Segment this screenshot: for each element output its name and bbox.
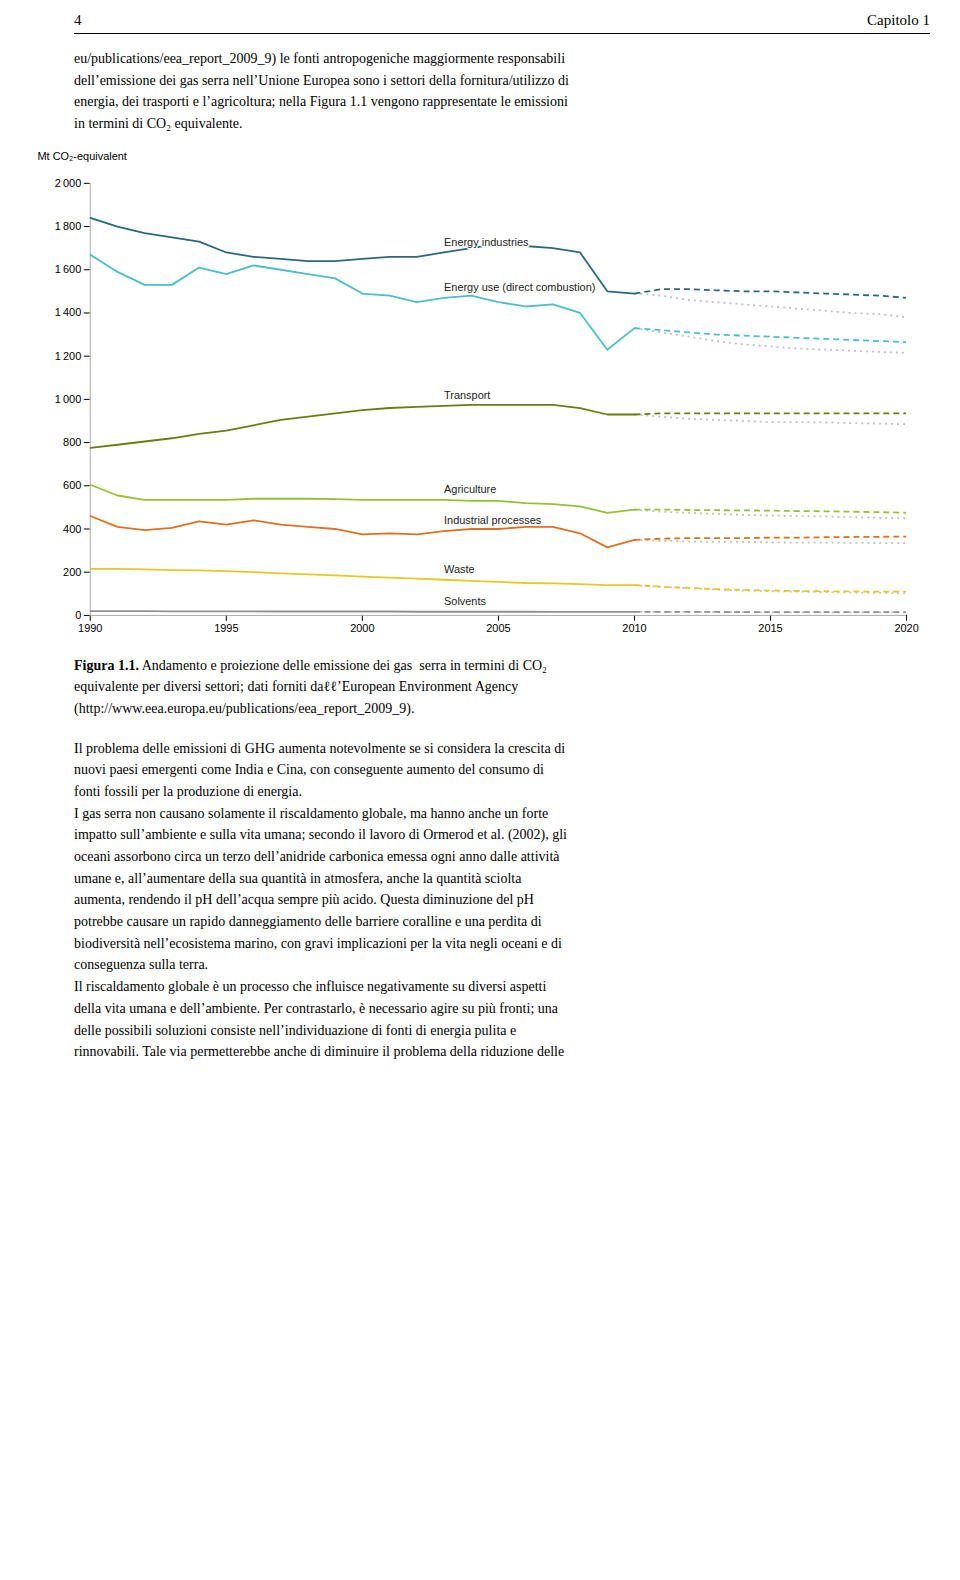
- svg-text:Mt CO₂-equivalent: Mt CO₂-equivalent: [37, 150, 126, 162]
- svg-text:2 000: 2 000: [55, 177, 82, 189]
- svg-text:600: 600: [63, 479, 81, 491]
- svg-text:Transport: Transport: [444, 389, 490, 401]
- svg-text:1990: 1990: [78, 622, 102, 634]
- svg-text:1 000: 1 000: [55, 393, 82, 405]
- svg-text:1 600: 1 600: [55, 263, 82, 275]
- svg-text:Solvents: Solvents: [444, 595, 486, 607]
- html-text:Capitolo 1: Capitolo 1: [867, 12, 930, 28]
- svg-text:2010: 2010: [622, 622, 646, 634]
- svg-text:Energy industries: Energy industries: [444, 235, 529, 247]
- html-text:Figura 1.1. Andamento e proiez: Figura 1.1. Andamento e proiezione delle…: [74, 657, 547, 716]
- svg-text:1995: 1995: [214, 622, 238, 634]
- svg-text:Waste: Waste: [444, 563, 475, 575]
- svg-text:400: 400: [63, 522, 81, 534]
- svg-text:800: 800: [63, 436, 81, 448]
- html-text:eu/publications/eea_report_200: eu/publications/eea_report_2009_9) le fo…: [74, 51, 569, 132]
- svg-text:Agriculture: Agriculture: [444, 483, 496, 495]
- svg-text:Industrial processes: Industrial processes: [444, 514, 542, 526]
- svg-text:2015: 2015: [758, 622, 782, 634]
- html-text:4: 4: [74, 12, 82, 28]
- svg-text:1 400: 1 400: [55, 306, 82, 318]
- svg-text:2000: 2000: [350, 622, 374, 634]
- svg-text:0: 0: [75, 609, 81, 621]
- svg-text:200: 200: [63, 565, 81, 577]
- svg-text:Energy use (direct combustion): Energy use (direct combustion): [444, 281, 595, 293]
- svg-text:2020: 2020: [894, 622, 918, 634]
- svg-text:1 800: 1 800: [55, 220, 82, 232]
- html-text:Il problema delle emissioni di: Il problema delle emissioni di GHG aumen…: [74, 740, 567, 1060]
- svg-text:1 200: 1 200: [55, 349, 82, 361]
- svg-text:2005: 2005: [486, 622, 510, 634]
